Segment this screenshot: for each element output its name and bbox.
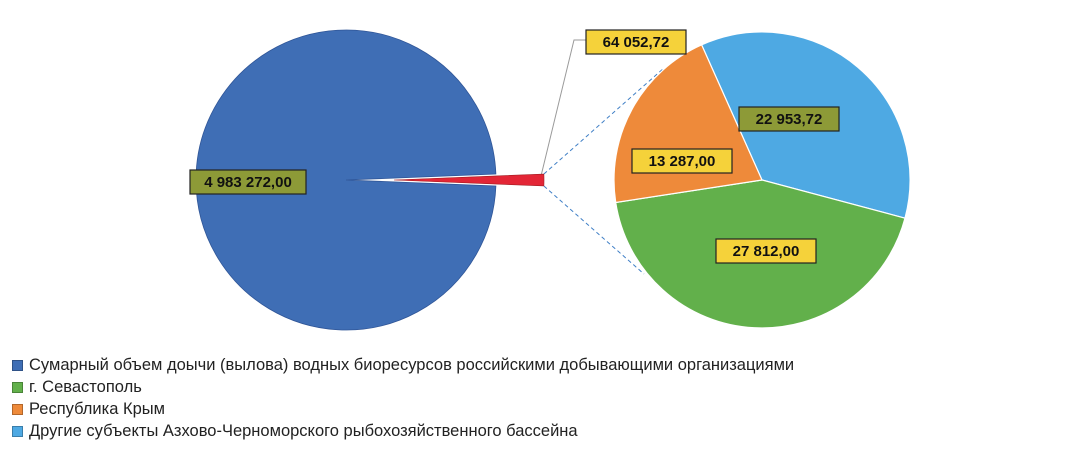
data-label: 64 052,72 (585, 29, 687, 55)
svg-text:64 052,72: 64 052,72 (603, 34, 670, 51)
data-label: 22 953,72 (738, 106, 840, 132)
legend-item: Республика Крым (12, 398, 1062, 420)
legend-item: Другие субъекты Азхово-Черноморского рыб… (12, 420, 1062, 442)
connector-line-bottom (543, 185, 645, 275)
legend-item: Сумарный объем доычи (вылова) водных био… (12, 354, 1062, 376)
leader-line (540, 39, 586, 177)
legend-label: г. Севастополь (29, 377, 142, 396)
legend-swatch (12, 403, 23, 415)
data-label: 13 287,00 (631, 148, 733, 174)
legend-label: Республика Крым (29, 399, 165, 418)
legend: Сумарный объем доычи (вылова) водных био… (12, 354, 1062, 442)
connector-lines (540, 39, 665, 275)
legend-swatch (12, 425, 23, 437)
svg-text:27 812,00: 27 812,00 (733, 243, 800, 260)
pie-slice-small (393, 173, 545, 187)
connector-line-top (543, 67, 665, 175)
legend-label: Другие субъекты Азхово-Черноморского рыб… (29, 421, 578, 440)
svg-text:4 983 272,00: 4 983 272,00 (204, 174, 292, 191)
legend-swatch (12, 381, 23, 393)
legend-label: Сумарный объем доычи (вылова) водных био… (29, 355, 795, 374)
legend-item: г. Севастополь (12, 376, 1062, 398)
legend-swatch (12, 359, 23, 371)
secondary-pie (613, 31, 911, 329)
svg-text:13 287,00: 13 287,00 (649, 153, 716, 170)
svg-text:22 953,72: 22 953,72 (756, 111, 823, 128)
data-label: 27 812,00 (715, 238, 817, 264)
data-labels: 4 983 272,00 64 052,72 22 953,72 13 287,00 2… (189, 29, 840, 264)
data-label: 4 983 272,00 (189, 169, 307, 195)
chart-canvas: 4 983 272,00 64 052,72 22 953,72 13 287,00 2… (189, 29, 911, 331)
